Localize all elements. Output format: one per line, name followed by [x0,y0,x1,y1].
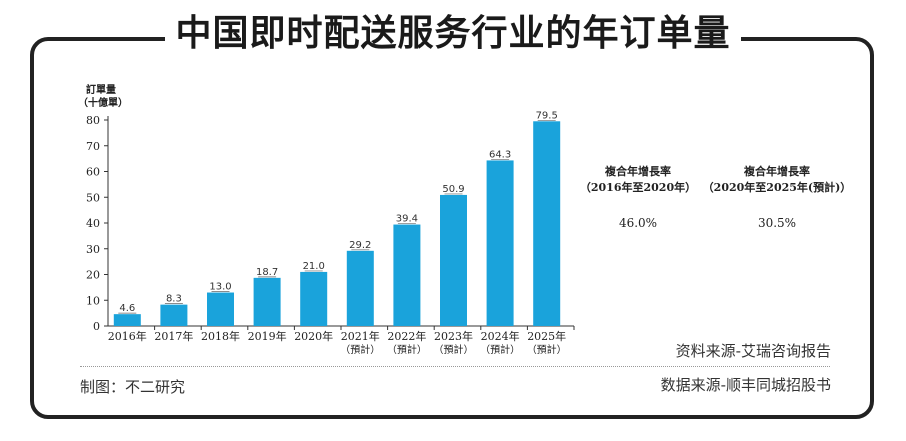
x-tick-label: 2020年 [294,329,333,343]
y-tick-label: 0 [93,320,100,333]
data-label: 13.0 [209,282,231,293]
cagr-value: 30.5% [757,216,797,230]
made-by-label: 制图：不二研究 [80,378,186,396]
y-tick-label: 10 [86,294,100,307]
data-label: 29.2 [349,240,371,251]
x-tick-note: （預計） [434,343,474,356]
cagr-block-1: 複合年增長率 （2016年至2020年） 46.0% [558,164,718,230]
cagr-block-2: 複合年增長率 （2020年至2025年(預計)） 30.5% [692,164,862,230]
y-tick-label: 50 [86,191,100,204]
x-tick-note: （預計） [387,343,427,356]
cagr-period: （2020年至2025年(預計)） [702,181,852,194]
data-label: 4.6 [119,303,135,314]
y-tick-label: 60 [86,166,100,179]
bar [440,194,467,326]
x-tick-label: 2025年 [527,329,566,343]
data-label: 39.4 [396,214,418,225]
x-tick-label: 2022年 [387,329,426,343]
bar [346,250,374,326]
data-label: 8.3 [166,294,182,305]
cagr-title: 複合年增長率 [605,165,671,178]
bar [160,304,188,326]
source-secondary: 数据来源-顺丰同城招股书 [660,376,831,394]
bar [533,121,561,326]
bar [486,160,514,326]
cagr-period: （2016年至2020年） [579,181,697,194]
data-label: 18.7 [256,267,278,278]
x-tick-note: （預計） [527,343,567,356]
bar [207,292,234,326]
x-tick-label: 2017年 [154,329,193,343]
x-tick-label: 2019年 [248,329,287,343]
bar [113,314,141,326]
bar [393,224,421,326]
x-tick-label: 2024年 [481,329,520,343]
cagr-value: 46.0% [618,216,658,230]
bar [253,277,281,326]
y-tick-label: 70 [86,140,100,153]
source-primary: 资料来源-艾瑞咨询报告 [675,342,831,360]
cagr-title: 複合年增長率 [744,165,810,178]
y-tick-label: 30 [86,243,100,256]
x-tick-label: 2021年 [341,329,380,343]
x-tick-note: （預計） [480,343,520,356]
title-wrap: 中国即时配送服务行业的年订单量 [0,10,906,58]
y-tick-label: 80 [86,114,100,127]
data-label: 79.5 [536,110,558,121]
x-tick-note: （預計） [340,343,380,356]
data-label: 64.3 [489,149,511,160]
x-tick-label: 2018年 [201,329,240,343]
chart-title: 中国即时配送服务行业的年订单量 [165,10,741,58]
bar [300,271,328,326]
divider [80,366,830,367]
y-axis-label-line2: （十億單） [78,96,128,109]
y-tick-label: 40 [86,217,100,230]
x-tick-label: 2023年 [434,329,473,343]
y-tick-label: 20 [86,269,100,282]
y-axis-label-line1: 訂單量 [86,83,116,96]
x-tick-label: 2016年 [108,329,147,343]
data-label: 21.0 [303,261,325,272]
data-label: 50.9 [442,184,464,195]
